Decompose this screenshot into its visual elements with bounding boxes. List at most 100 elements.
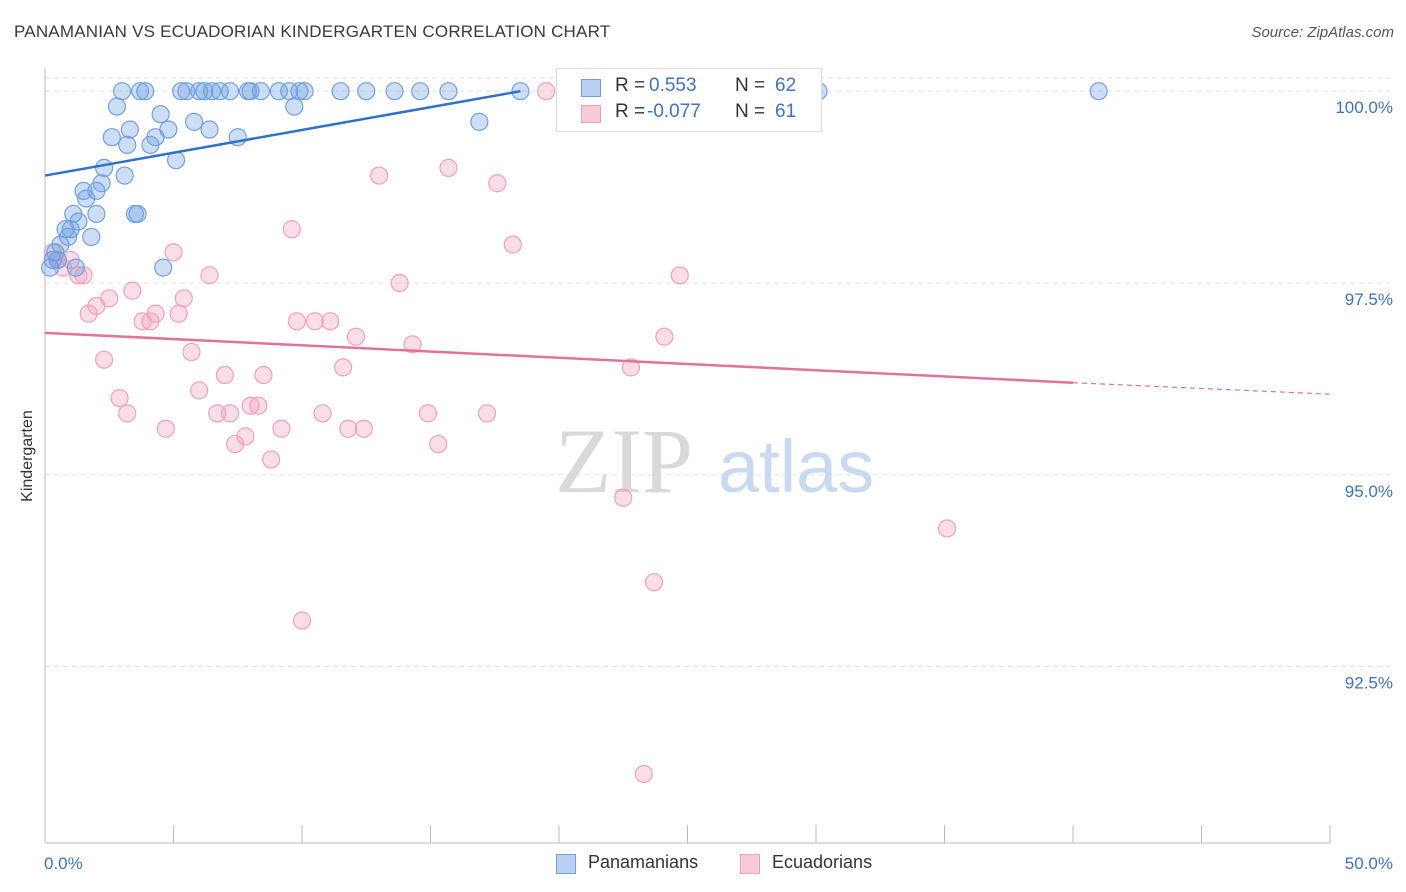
legend-swatch-pink	[581, 105, 601, 123]
y-tick-label: 97.5%	[1345, 290, 1393, 309]
ecuadorian-point	[292, 611, 312, 630]
ecuadorian-point	[100, 289, 119, 308]
ecuadorian-trend-line	[44, 331, 1074, 384]
legend-row-panamanians: R = 0.553 N = 62	[557, 75, 821, 101]
panamanian-point	[154, 258, 173, 277]
legend-r-value: -0.077	[647, 101, 701, 122]
ecuadorian-point	[200, 266, 219, 285]
panamanian-point	[151, 105, 170, 124]
legend-swatch-blue	[581, 79, 601, 97]
legend-row-ecuadorians: R = -0.077 N = 61	[557, 101, 821, 127]
panamanian-point	[210, 82, 229, 101]
legend-r-label: R =	[615, 101, 646, 122]
ecuadorian-point	[249, 396, 268, 415]
ecuadorian-point	[390, 273, 409, 293]
ecuadorian-point	[272, 419, 291, 438]
ecuadorian-point	[282, 220, 301, 239]
panamanian-point	[159, 120, 178, 139]
ecuadorian-point	[670, 266, 689, 285]
ecuadorian-point	[79, 304, 98, 323]
panamanian-point	[87, 204, 106, 224]
ecuadorian-point	[110, 388, 129, 408]
panamanian-point	[295, 82, 314, 101]
panamanian-point	[43, 250, 62, 270]
panamanian-point	[411, 82, 430, 101]
ecuadorian-point	[418, 404, 438, 423]
y-tick-label: 92.5%	[1345, 674, 1393, 693]
y-tick-label: 95.0%	[1345, 482, 1393, 501]
panamanian-point	[82, 227, 101, 247]
ecuadorian-point	[346, 327, 366, 346]
ecuadorian-point	[262, 450, 281, 469]
panamanian-point	[95, 158, 114, 177]
panamanian-point	[385, 82, 404, 101]
watermark-atlas: atlas	[718, 425, 874, 508]
legend-n-value: 62	[775, 75, 797, 96]
panamanian-point	[92, 174, 111, 193]
panamanian-point	[202, 82, 222, 101]
panamanian-trend-line	[44, 89, 521, 177]
x-tick-label-min: 0.0%	[44, 854, 83, 873]
panamanian-point	[69, 212, 88, 231]
panamanian-point	[102, 128, 121, 147]
ecuadorian-point	[339, 419, 358, 438]
panamanian-point	[470, 112, 489, 131]
ecuadorian-point	[634, 764, 653, 784]
ecuadorian-point	[220, 404, 240, 423]
ecuadorian-point	[354, 419, 373, 438]
ecuadorian-point	[190, 381, 209, 400]
panamanian-point	[128, 204, 147, 224]
ecuadorian-point	[621, 358, 641, 377]
panamanian-point	[130, 82, 150, 101]
ecuadorian-point	[182, 342, 201, 362]
ecuadorian-point	[287, 312, 306, 331]
ecuadorian-point	[305, 312, 324, 331]
panamanians-points	[41, 82, 1108, 277]
ecuadorian-point	[321, 312, 340, 331]
axes	[44, 68, 1331, 844]
panamanian-point	[190, 82, 209, 101]
ecuadorians-points	[43, 82, 957, 784]
ecuadorian-point	[241, 396, 260, 415]
ecuadorian-point	[236, 427, 255, 446]
ecuadorian-point	[429, 434, 448, 454]
legend-n-value: 61	[775, 101, 797, 122]
gridlines	[45, 77, 1390, 668]
legend-r-value: 0.553	[649, 75, 697, 96]
panamanian-point	[195, 82, 214, 101]
panamanian-point	[66, 258, 85, 277]
panamanian-point	[115, 166, 134, 185]
ecuadorian-point	[488, 174, 507, 193]
legend-r-label: R =	[615, 75, 646, 96]
ecuadorian-point	[503, 235, 522, 254]
panamanian-point	[48, 250, 67, 270]
ecuadorian-point	[164, 243, 183, 262]
ecuadorian-point	[74, 266, 93, 285]
ecuadorian-point	[123, 281, 142, 300]
panamanian-point	[77, 189, 96, 208]
panamanian-point	[184, 112, 204, 131]
correlation-legend: R = 0.553 N = 62 R = -0.077 N = 61	[556, 68, 822, 132]
ecuadorian-point	[477, 404, 497, 423]
ecuadorian-point	[937, 519, 957, 538]
panamanian-point	[251, 82, 270, 101]
watermark-zip: ZIP	[555, 410, 693, 512]
ecuadorian-point	[537, 82, 556, 101]
source-label: Source: ZipAtlas.com	[1251, 24, 1394, 41]
panamanian-point	[285, 97, 304, 116]
ecuadorian-point	[334, 358, 353, 377]
y-tick-label: 100.0%	[1335, 98, 1393, 117]
legend-n-label: N =	[735, 101, 766, 122]
bottom-legend-swatch-pink	[740, 854, 760, 874]
ecuadorian-point	[95, 350, 114, 369]
panamanian-point	[269, 82, 288, 101]
ecuadorian-point	[146, 304, 165, 323]
bottom-legend-swatch-blue	[556, 854, 576, 874]
ecuadorian-trend-extension	[1072, 382, 1331, 395]
ecuadorian-point	[208, 404, 227, 423]
ecuadorian-point	[313, 404, 332, 423]
panamanian-point	[1089, 82, 1108, 101]
panamanian-point	[177, 82, 196, 101]
ecuadorian-point	[655, 327, 674, 346]
